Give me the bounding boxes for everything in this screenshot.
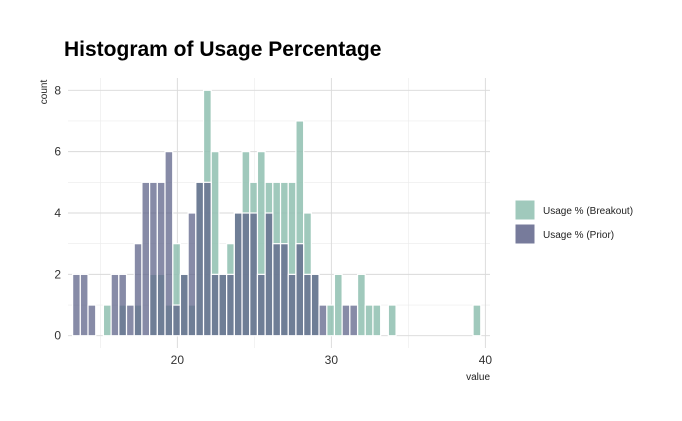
histogram-bar bbox=[141, 181, 151, 337]
x-tick-labels: 20 30 40 bbox=[171, 353, 493, 367]
y-axis-label: count bbox=[39, 80, 50, 105]
histogram-bar bbox=[118, 273, 128, 337]
histogram-bar bbox=[110, 273, 120, 337]
histogram-bar bbox=[272, 243, 282, 337]
histogram-bar bbox=[256, 273, 266, 337]
histogram-bar bbox=[241, 212, 251, 337]
legend-swatch bbox=[514, 223, 536, 245]
histogram-bar bbox=[195, 181, 205, 337]
prior-bars bbox=[72, 151, 359, 337]
histogram-bar bbox=[472, 304, 482, 337]
y-tick-label: 0 bbox=[54, 329, 61, 343]
legend-label: Usage % (Breakout) bbox=[543, 206, 633, 217]
histogram-bar bbox=[179, 273, 189, 337]
histogram-bar bbox=[210, 273, 220, 337]
histogram-bar bbox=[172, 304, 182, 337]
legend: Usage % (Breakout) Usage % (Prior) bbox=[514, 199, 633, 245]
histogram-bar bbox=[102, 304, 112, 337]
histogram-bar bbox=[295, 243, 305, 337]
histogram-bar bbox=[333, 273, 343, 337]
histogram-bar bbox=[226, 273, 235, 337]
y-tick-label: 2 bbox=[54, 267, 61, 281]
histogram-bar bbox=[187, 212, 197, 337]
histogram-bar bbox=[279, 243, 289, 337]
legend-swatch bbox=[514, 199, 536, 221]
histogram-bar bbox=[318, 304, 328, 337]
histogram-bar bbox=[249, 212, 259, 337]
histogram-bar bbox=[149, 181, 158, 337]
x-tick-label: 20 bbox=[171, 353, 185, 367]
histogram-bar bbox=[164, 151, 174, 337]
x-tick-label: 40 bbox=[479, 353, 493, 367]
y-tick-label: 4 bbox=[54, 206, 61, 220]
y-tick-label: 8 bbox=[54, 83, 61, 97]
histogram-bar bbox=[310, 273, 320, 337]
histogram-bar bbox=[233, 212, 243, 337]
histogram-bar bbox=[349, 304, 359, 337]
histogram-bar bbox=[72, 273, 81, 337]
histogram-bar bbox=[156, 181, 166, 337]
histogram-bar bbox=[326, 304, 336, 337]
legend-label: Usage % (Prior) bbox=[543, 230, 614, 241]
histogram-bar bbox=[356, 273, 366, 337]
y-tick-labels: 0 2 4 6 8 bbox=[54, 83, 61, 342]
histogram-bar bbox=[341, 304, 351, 337]
histogram-bar bbox=[287, 273, 297, 337]
histogram-bar bbox=[125, 304, 135, 337]
histogram-bar bbox=[364, 304, 374, 337]
histogram-bar bbox=[79, 273, 89, 337]
histogram-bar bbox=[387, 304, 397, 337]
histogram-bar bbox=[87, 304, 97, 337]
histogram-bar bbox=[202, 181, 212, 337]
histogram-bar bbox=[372, 304, 382, 337]
x-tick-label: 30 bbox=[325, 353, 339, 367]
histogram-bar bbox=[303, 273, 312, 337]
histogram-bar bbox=[264, 212, 274, 337]
histogram-bar bbox=[133, 243, 143, 337]
y-tick-label: 6 bbox=[54, 145, 61, 159]
x-axis-label: value bbox=[466, 372, 490, 383]
histogram-bar bbox=[218, 273, 228, 337]
chart-title: Histogram of Usage Percentage bbox=[64, 38, 381, 61]
